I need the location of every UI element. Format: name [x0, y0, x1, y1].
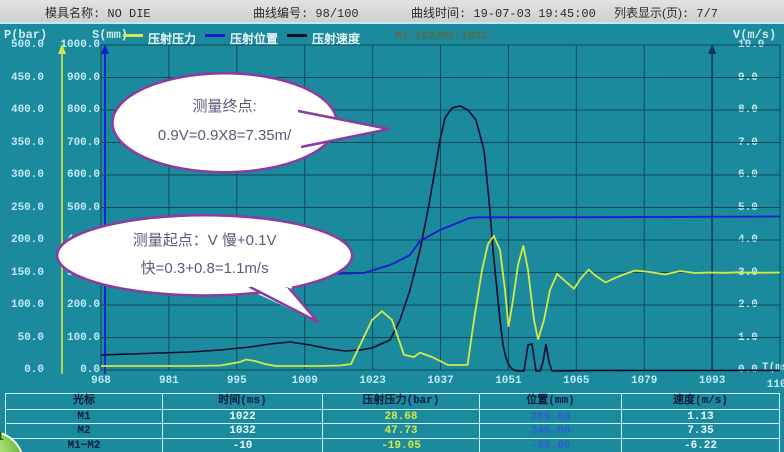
svg-text:21: 21	[0, 429, 4, 443]
